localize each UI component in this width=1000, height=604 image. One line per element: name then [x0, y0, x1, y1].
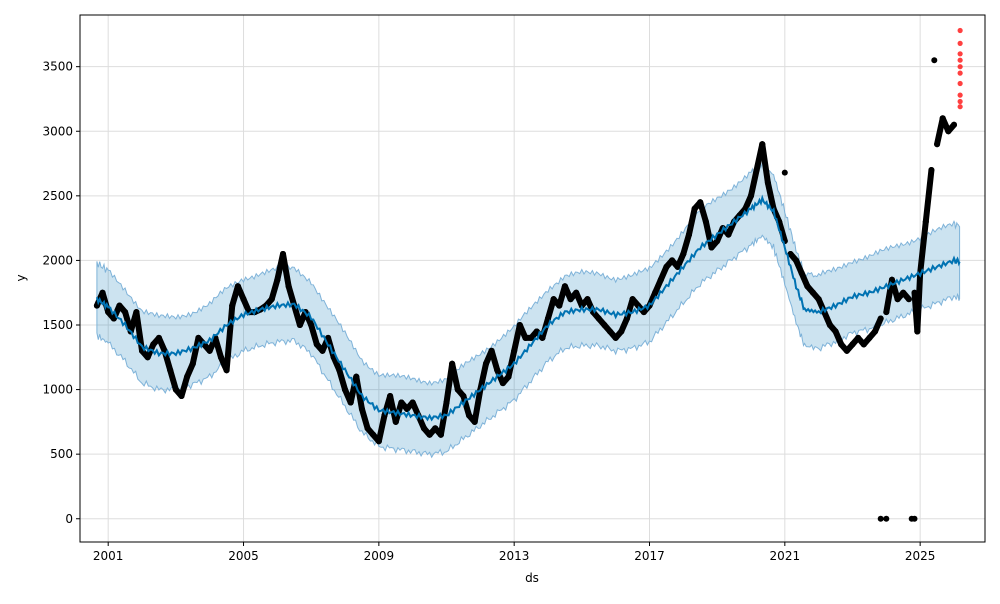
y-tick-label: 3500: [42, 60, 73, 74]
observed-cluster: [697, 199, 709, 225]
observed-cluster: [776, 218, 788, 245]
highlighted-points: [957, 27, 963, 110]
observed-cluster: [167, 367, 179, 393]
x-tick-label: 2005: [228, 549, 259, 563]
y-tick-label: 1500: [42, 318, 73, 332]
observed-cluster: [375, 412, 388, 445]
x-tick-label: 2001: [93, 549, 124, 563]
highlighted-point: [957, 64, 963, 70]
observed-cluster: [336, 367, 349, 393]
y-tick-label: 3000: [42, 124, 73, 138]
observed-cluster: [488, 347, 501, 374]
observed-point: [951, 121, 957, 128]
highlighted-point: [957, 70, 963, 76]
highlighted-point: [957, 104, 963, 110]
observed-cluster: [285, 283, 298, 309]
observed-point: [931, 57, 938, 64]
highlighted-point: [957, 27, 963, 34]
observed-cluster: [223, 302, 236, 374]
x-axis: 2001 2005 2009 2013 2017 2021 2025: [93, 542, 936, 563]
observed-cluster: [917, 218, 929, 277]
x-tick-label: 2025: [905, 549, 936, 563]
x-tick-label: 2017: [634, 549, 665, 563]
observed-cluster: [702, 218, 715, 251]
y-axis-label: y: [14, 274, 28, 281]
observed-point: [877, 315, 884, 322]
observed-point: [911, 515, 918, 522]
observed-cluster: [99, 289, 112, 316]
observed-cluster: [460, 393, 473, 419]
x-tick-label: 2021: [770, 549, 801, 563]
observed-cluster: [268, 276, 281, 303]
observed-cluster: [358, 405, 371, 432]
observed-cluster: [212, 334, 224, 361]
observed-cluster: [189, 334, 202, 367]
observed-points: [93, 57, 957, 522]
y-tick-label: 500: [50, 447, 73, 461]
x-axis-label: ds: [525, 571, 539, 585]
observed-point: [781, 169, 788, 176]
uncertainty-interval: [96, 161, 961, 459]
y-axis: 0 500 1000 1500 2000 2500 3000 3500: [42, 60, 80, 526]
observed-cluster: [437, 399, 450, 438]
observed-cluster: [477, 360, 489, 393]
observed-cluster: [764, 179, 777, 212]
observed-cluster: [449, 360, 461, 393]
highlighted-point: [957, 92, 963, 98]
y-tick-label: 2000: [42, 253, 73, 267]
y-tick-label: 1000: [42, 383, 73, 397]
y-tick-label: 0: [65, 512, 73, 526]
observed-point: [928, 167, 935, 173]
highlighted-point: [957, 40, 963, 47]
observed-point: [905, 296, 912, 303]
observed-cluster: [505, 347, 518, 380]
highlighted-point: [957, 80, 963, 87]
observed-point: [883, 515, 890, 522]
observed-cluster: [747, 167, 760, 199]
highlighted-point: [957, 57, 963, 63]
y-tick-label: 2500: [42, 189, 73, 203]
observed-cluster: [914, 270, 924, 335]
x-tick-label: 2013: [499, 549, 530, 563]
observed-cluster: [680, 231, 692, 257]
observed-point: [877, 515, 884, 522]
x-tick-label: 2009: [364, 549, 395, 563]
observed-cluster: [178, 373, 191, 400]
observed-cluster: [471, 386, 484, 425]
observed-cluster: [759, 141, 771, 186]
forecast-line: [95, 194, 961, 422]
observed-cluster: [922, 167, 935, 225]
highlighted-point: [957, 98, 963, 105]
observed-cluster: [685, 205, 698, 238]
observed-cluster: [279, 250, 292, 290]
observed-cluster: [308, 322, 320, 348]
highlighted-point: [957, 51, 963, 57]
plot-frame: [79, 14, 986, 543]
